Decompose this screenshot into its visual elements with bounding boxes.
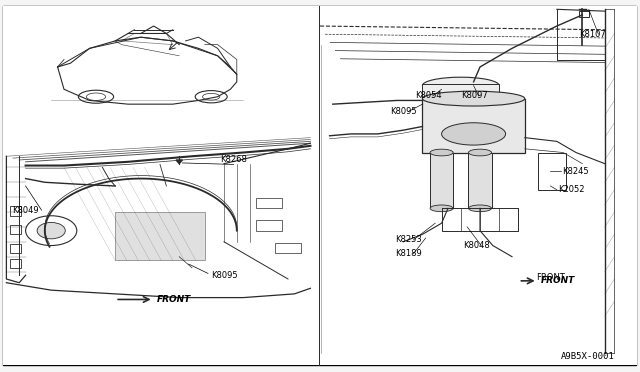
Bar (256, 220, 282, 231)
Text: K8054: K8054 (415, 92, 442, 100)
Bar (430, 153, 453, 208)
Ellipse shape (195, 91, 227, 103)
Text: K8095: K8095 (211, 271, 238, 280)
Bar (3, 6, 319, 365)
Bar (468, 153, 492, 208)
Bar (275, 243, 301, 253)
Circle shape (37, 222, 65, 239)
Polygon shape (176, 160, 182, 164)
Ellipse shape (430, 205, 453, 212)
Text: K8245: K8245 (562, 167, 589, 176)
Ellipse shape (422, 93, 499, 104)
Ellipse shape (430, 149, 453, 156)
Bar (10, 259, 21, 268)
Text: FRONT: FRONT (157, 295, 191, 304)
Bar (10, 206, 21, 216)
Bar (6, 156, 317, 365)
Bar (538, 153, 566, 190)
Bar (10, 244, 21, 253)
Bar (579, 11, 589, 17)
Ellipse shape (422, 91, 525, 106)
Bar (422, 99, 525, 153)
Text: K8107: K8107 (579, 30, 606, 39)
Ellipse shape (442, 123, 506, 145)
Ellipse shape (86, 93, 106, 100)
Ellipse shape (79, 90, 114, 103)
Text: K8049: K8049 (12, 206, 38, 215)
Text: FRONT: FRONT (536, 273, 565, 282)
Bar (422, 84, 499, 99)
Text: K8189: K8189 (396, 249, 422, 258)
Bar (256, 198, 282, 208)
Ellipse shape (422, 77, 499, 94)
Text: A9B5X-0001: A9B5X-0001 (561, 352, 614, 361)
Circle shape (26, 216, 77, 246)
Text: K8253: K8253 (396, 235, 422, 244)
Text: K8048: K8048 (463, 241, 490, 250)
Text: K8097: K8097 (461, 92, 488, 100)
Ellipse shape (468, 205, 492, 212)
Text: K2052: K2052 (558, 185, 584, 194)
Bar (319, 6, 637, 365)
Ellipse shape (202, 93, 220, 100)
Text: K8268: K8268 (220, 155, 247, 164)
Text: FRONT: FRONT (541, 276, 575, 285)
Text: K8095: K8095 (390, 107, 417, 116)
Ellipse shape (468, 149, 492, 156)
Polygon shape (115, 212, 205, 260)
Bar (10, 225, 21, 234)
